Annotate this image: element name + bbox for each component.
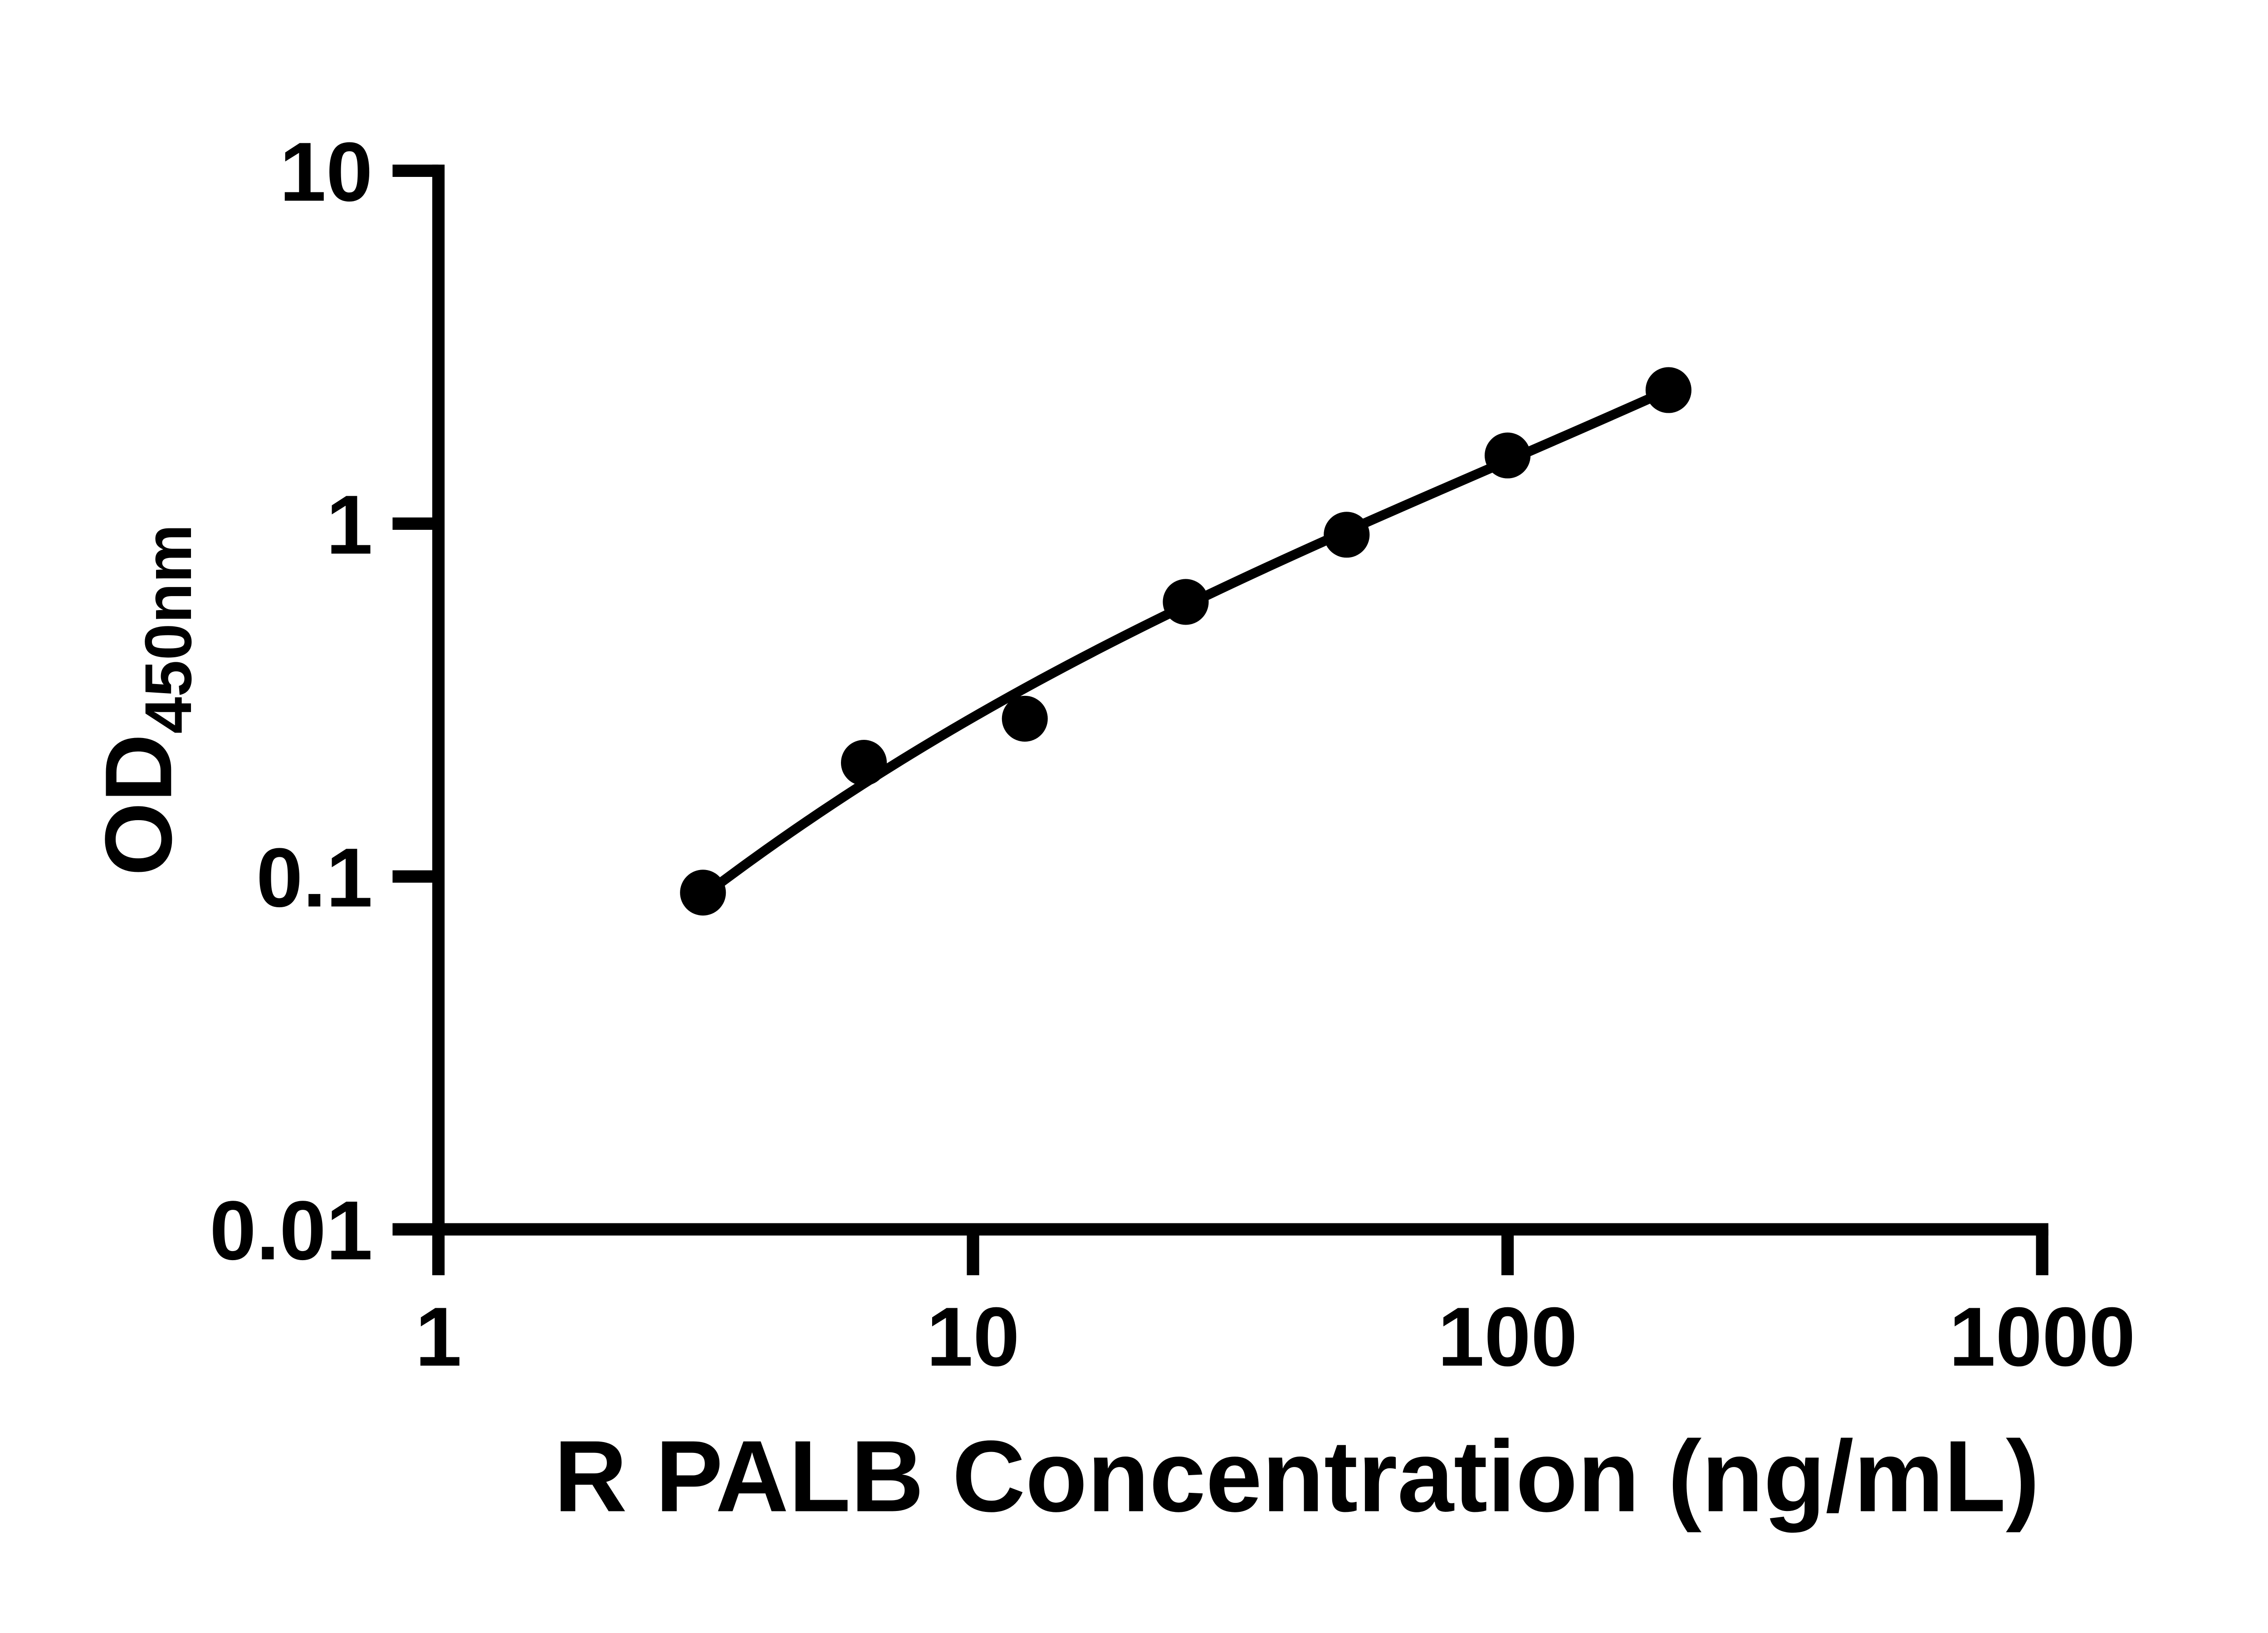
data-point-x6.25 <box>841 740 887 786</box>
x-tick-label-10: 10 <box>926 1291 1020 1384</box>
data-point-x12.5 <box>1002 695 1048 742</box>
x-tick-label-1: 1 <box>415 1291 462 1384</box>
y-tick-label-10: 10 <box>279 126 373 219</box>
data-point-x25 <box>1163 579 1209 625</box>
x-tick-label-100: 100 <box>1437 1291 1577 1384</box>
data-point-x3.125 <box>680 870 726 916</box>
data-point-x50 <box>1324 512 1370 558</box>
y-tick-label-0.1: 0.1 <box>256 831 373 924</box>
y-axis-title-main: OD <box>86 734 191 876</box>
y-tick-label-1: 1 <box>326 478 373 572</box>
x-tick-label-1000: 1000 <box>1949 1291 2136 1384</box>
x-axis-title: R PALB Concentration (ng/mL) <box>554 1420 2039 1533</box>
data-point-x200 <box>1645 367 1691 413</box>
y-axis-title: OD450nm <box>86 524 205 876</box>
y-tick-label-0.01: 0.01 <box>210 1184 373 1277</box>
data-point-x100 <box>1485 432 1531 479</box>
y-axis-title-subscript: 450nm <box>131 524 205 733</box>
